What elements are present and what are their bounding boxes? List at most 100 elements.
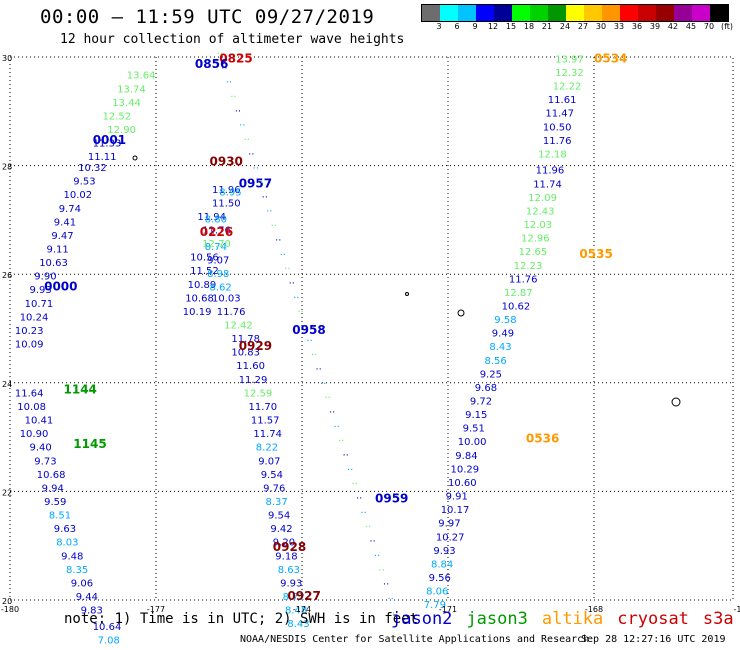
wave-height-value: 12.18	[538, 150, 567, 161]
track-mark: ··	[316, 365, 322, 376]
track-mark: ··	[284, 264, 290, 275]
wave-height-value: 13.74	[117, 84, 146, 95]
wave-height-value: 8.43	[489, 342, 511, 353]
track-mark: ··	[338, 436, 344, 447]
track-mark: ··	[275, 235, 281, 246]
wave-height-value: 9.91	[446, 492, 468, 503]
wave-height-value: 12.43	[526, 207, 555, 218]
wave-height-value: 9.42	[270, 524, 292, 535]
wave-height-value: 11.11	[88, 152, 117, 163]
wave-height-value: 12.09	[528, 193, 557, 204]
color-scale-swatch	[710, 5, 728, 21]
color-scale-swatch	[674, 5, 692, 21]
color-scale-swatch	[458, 5, 476, 21]
wave-height-value: 9.41	[54, 217, 76, 228]
track-mark: ··	[343, 451, 349, 462]
wave-height-value: 10.63	[39, 258, 68, 269]
wave-height-value: 11.29	[239, 375, 268, 386]
legend-item-s3a: s3a	[702, 609, 734, 629]
pass-time-label: 1144	[64, 383, 97, 397]
track-mark: ··	[329, 408, 335, 419]
wave-height-value: 10.17	[441, 505, 470, 516]
color-scale-swatch	[620, 5, 638, 21]
track-mark: ··	[378, 565, 384, 576]
wave-height-value: 7.08	[98, 635, 120, 646]
wave-height-value: 7.79	[424, 600, 446, 611]
wave-height-value: 9.51	[463, 424, 485, 435]
wave-height-value: 8.37	[266, 497, 288, 508]
color-scale-swatch	[476, 5, 494, 21]
color-scale-label: 21	[541, 22, 553, 31]
wave-height-value: 11.74	[533, 179, 562, 190]
color-scale-swatch	[512, 5, 530, 21]
wave-height-value: 9.74	[59, 204, 81, 215]
page-subtitle: 12 hour collection of altimeter wave hei…	[60, 32, 405, 47]
track-mark: ··	[244, 135, 250, 146]
pass-time-label: 0534	[594, 51, 627, 65]
wave-height-value: 11.76	[509, 274, 538, 285]
wave-height-value: 10.08	[17, 402, 46, 413]
wave-height-value: 11.96	[536, 166, 565, 177]
wave-height-value: 11.70	[249, 402, 278, 413]
wave-height-value: 8.84	[431, 559, 453, 570]
wave-height-value: 11.60	[236, 361, 265, 372]
wave-height-value: 13.44	[112, 98, 141, 109]
wave-height-value: 10.62	[502, 302, 531, 313]
color-scale-swatch	[530, 5, 548, 21]
track-mark: ··	[230, 92, 236, 103]
island-outline	[405, 292, 409, 296]
x-axis-label: -180	[1, 605, 19, 614]
wave-height-value: 12.96	[521, 234, 550, 245]
track-mark: ··	[266, 207, 272, 218]
wave-height-value: 10.68	[185, 293, 214, 304]
wave-height-value: 9.93	[280, 578, 302, 589]
pass-time-label: 0958	[292, 323, 325, 337]
wave-height-value: 12.90	[107, 125, 136, 136]
wave-height-value: 9.68	[475, 383, 497, 394]
color-scale-label: 24	[559, 22, 571, 31]
page-title: 00:00 – 11:59 UTC 09/27/2019	[40, 6, 375, 28]
track-mark: ··	[360, 508, 366, 519]
wave-height-value: 9.97	[438, 519, 460, 530]
wave-height-value: 12.32	[555, 68, 584, 79]
x-axis-label: -168	[585, 605, 603, 614]
wave-height-value: 10.23	[15, 326, 44, 337]
pass-time-label: 0536	[526, 432, 559, 446]
x-axis-label: -171	[439, 605, 457, 614]
wave-height-value: 8.56	[485, 356, 507, 367]
wave-height-value: 9.90	[34, 272, 56, 283]
legend-item-cryosat: cryosat	[617, 609, 689, 629]
wave-height-value: 11.33	[93, 139, 122, 150]
color-scale-swatch	[638, 5, 656, 21]
wave-height-value: 13.97	[555, 54, 584, 65]
island-outline	[671, 397, 681, 407]
wave-height-value: 9.18	[275, 551, 297, 562]
wave-height-value: 12.22	[553, 82, 582, 93]
wave-height-value: 8.62	[210, 283, 232, 294]
wave-height-value: 10.90	[20, 429, 49, 440]
color-scale-labels: 3 6 9 12 15 18 21 24 27 30 33 36 39 42 45 70 (ft)	[421, 22, 733, 34]
color-scale-label: 30	[595, 22, 607, 31]
x-axis-label: -177	[147, 605, 165, 614]
wave-height-value: 11.57	[251, 416, 280, 427]
wave-height-value: 12.03	[524, 220, 553, 231]
pass-time-label: 0927	[287, 589, 320, 603]
color-scale-bar	[421, 4, 729, 22]
wave-height-value: 8.48	[285, 606, 307, 617]
y-axis-label: 26	[2, 271, 12, 280]
y-axis-label: 20	[2, 597, 12, 606]
color-scale-label: 6	[454, 22, 460, 31]
pass-time-label: 0000	[44, 280, 77, 294]
wave-height-value: 9.06	[71, 578, 93, 589]
wave-height-value: 12.87	[504, 288, 533, 299]
wave-height-value: 11.61	[548, 95, 577, 106]
legend-item-altika: altika	[541, 609, 604, 629]
track-mark: ··	[280, 250, 286, 261]
wave-height-value: 9.84	[455, 451, 477, 462]
track-mark: ··	[369, 537, 375, 548]
wave-height-value: 12.52	[103, 111, 132, 122]
wave-height-value: 10.24	[20, 312, 49, 323]
wave-height-value: 12.70	[202, 239, 231, 250]
axis-labels: -180 -177 -174 -171 -168 -16 30 28 26 24 22 20	[1, 54, 740, 614]
color-scale-label: 70	[703, 22, 715, 31]
